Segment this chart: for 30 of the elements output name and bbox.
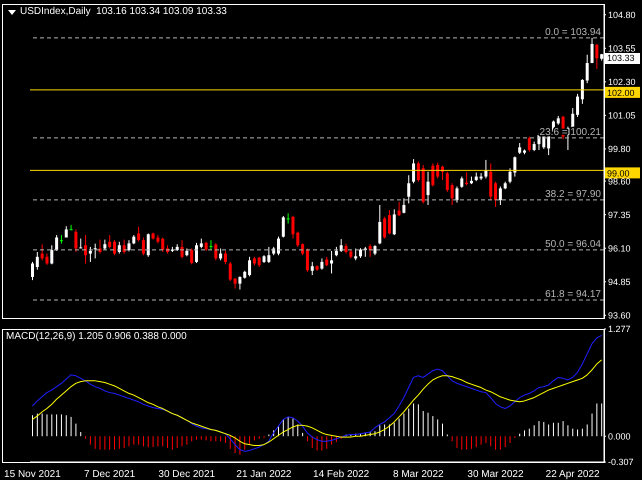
y-tick-label: -0.307 (608, 457, 634, 468)
y-tick-label: 96.10 (608, 243, 631, 254)
x-tick-label: 21 Jan 2022 (236, 469, 292, 480)
x-tick-label: 8 Mar 2022 (392, 469, 444, 480)
x-tick-label: 22 Apr 2022 (546, 469, 600, 480)
x-tick-label: 15 Nov 2021 (4, 469, 62, 480)
x-tick-label: 30 Dec 2021 (158, 469, 216, 480)
y-tick-label: 93.60 (608, 310, 631, 321)
y-tick-label: 104.80 (608, 10, 636, 20)
chart-title: USDIndex,Daily 103.16 103.34 103.09 103.33 (20, 6, 227, 17)
y-tick-label: 94.85 (608, 276, 631, 287)
y-tick-label: 1.277 (608, 324, 631, 334)
ref-line-label: 0.0 = 103.94 (545, 26, 602, 38)
y-tick-label: 103.55 (608, 43, 636, 54)
y-tick-label: 101.05 (608, 110, 636, 121)
text: 103.33 (605, 53, 640, 64)
y-tick-label: 0.000 (608, 431, 631, 442)
ref-line-label: 50.0 = 96.04 (545, 238, 602, 250)
ref-line-label: 102.00 (607, 88, 635, 98)
ref-line-label: 38.2 = 97.90 (545, 188, 602, 200)
ref-line-label: 99.00 (607, 168, 630, 178)
chart-title: MACD(12,26,9) 1.205 0.906 0.388 0.000 (6, 331, 187, 342)
x-tick-label: 30 Mar 2022 (467, 469, 524, 480)
y-tick-label: 102.30 (608, 77, 636, 88)
ref-line-label: 61.8 = 94.17 (545, 289, 602, 300)
x-tick-label: 14 Feb 2022 (313, 469, 370, 480)
y-tick-label: 98.60 (608, 176, 631, 186)
y-tick-label: 99.80 (608, 144, 631, 154)
y-tick-label: 97.35 (608, 210, 631, 220)
x-tick-label: 7 Dec 2021 (84, 469, 136, 480)
